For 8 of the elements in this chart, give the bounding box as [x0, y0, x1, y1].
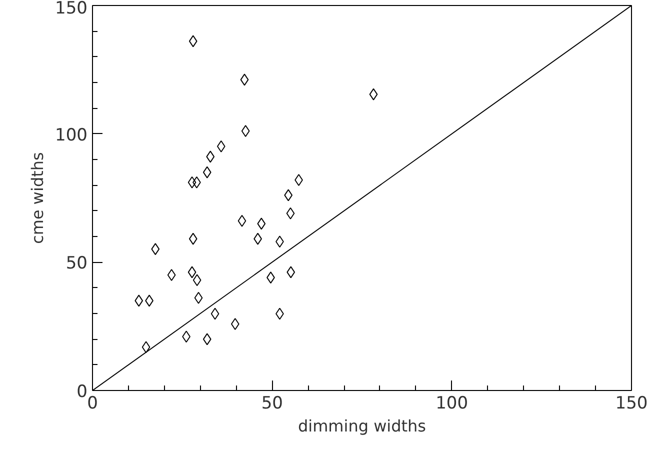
- y-tick-label: 150: [55, 0, 88, 18]
- y-tick-label: 100: [55, 125, 88, 146]
- x-axis-title: dimming widths: [298, 416, 426, 436]
- y-axis-title: cme widths: [28, 152, 48, 244]
- x-tick-label: 100: [436, 394, 468, 414]
- x-tick-label: 50: [261, 394, 283, 414]
- x-tick-label: 150: [615, 394, 648, 414]
- y-tick-label: 50: [66, 254, 88, 274]
